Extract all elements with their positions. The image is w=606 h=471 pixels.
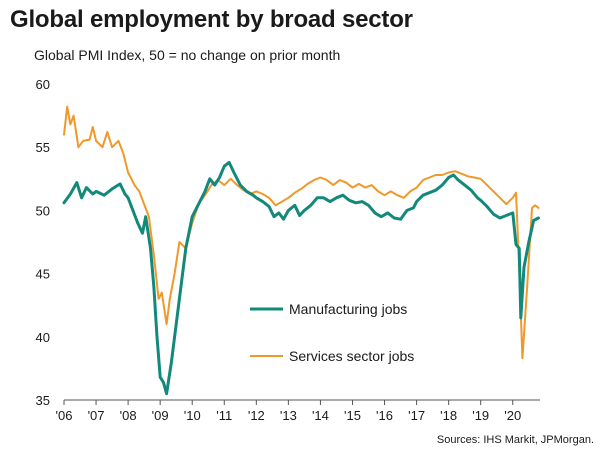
y-tick-label: 45 <box>36 267 50 282</box>
x-tick-label: '10 <box>184 408 201 423</box>
x-tick-label: '13 <box>280 408 297 423</box>
y-tick-label: 60 <box>36 77 50 92</box>
x-tick-label: '12 <box>248 408 265 423</box>
source-note: Sources: IHS Markit, JPMorgan. <box>436 434 594 446</box>
x-tick-label: '18 <box>440 408 457 423</box>
x-tick-label: '16 <box>376 408 393 423</box>
legend-label-services: Services sector jobs <box>289 348 414 364</box>
y-tick-label: 40 <box>36 330 50 345</box>
legend-label-manufacturing: Manufacturing jobs <box>289 301 407 317</box>
x-tick-label: '19 <box>472 408 489 423</box>
series-line-services <box>63 105 540 360</box>
x-tick-label: '07 <box>88 408 105 423</box>
x-tick-label: '20 <box>504 408 521 423</box>
y-tick-label: 55 <box>36 140 50 155</box>
y-tick-label: 35 <box>36 393 50 408</box>
x-tick-label: '11 <box>216 408 232 423</box>
x-tick-label: '08 <box>120 408 137 423</box>
y-tick-label: 50 <box>36 203 50 218</box>
x-tick-label: '14 <box>312 408 329 423</box>
x-tick-label: '15 <box>344 408 361 423</box>
x-tick-label: '09 <box>152 408 169 423</box>
chart-subtitle: Global PMI Index, 50 = no change on prio… <box>34 47 341 63</box>
series-line-manufacturing <box>62 160 540 396</box>
x-tick-label: '17 <box>408 408 425 423</box>
chart-title: Global employment by broad sector <box>10 6 413 33</box>
x-tick-label: '06 <box>56 408 73 423</box>
